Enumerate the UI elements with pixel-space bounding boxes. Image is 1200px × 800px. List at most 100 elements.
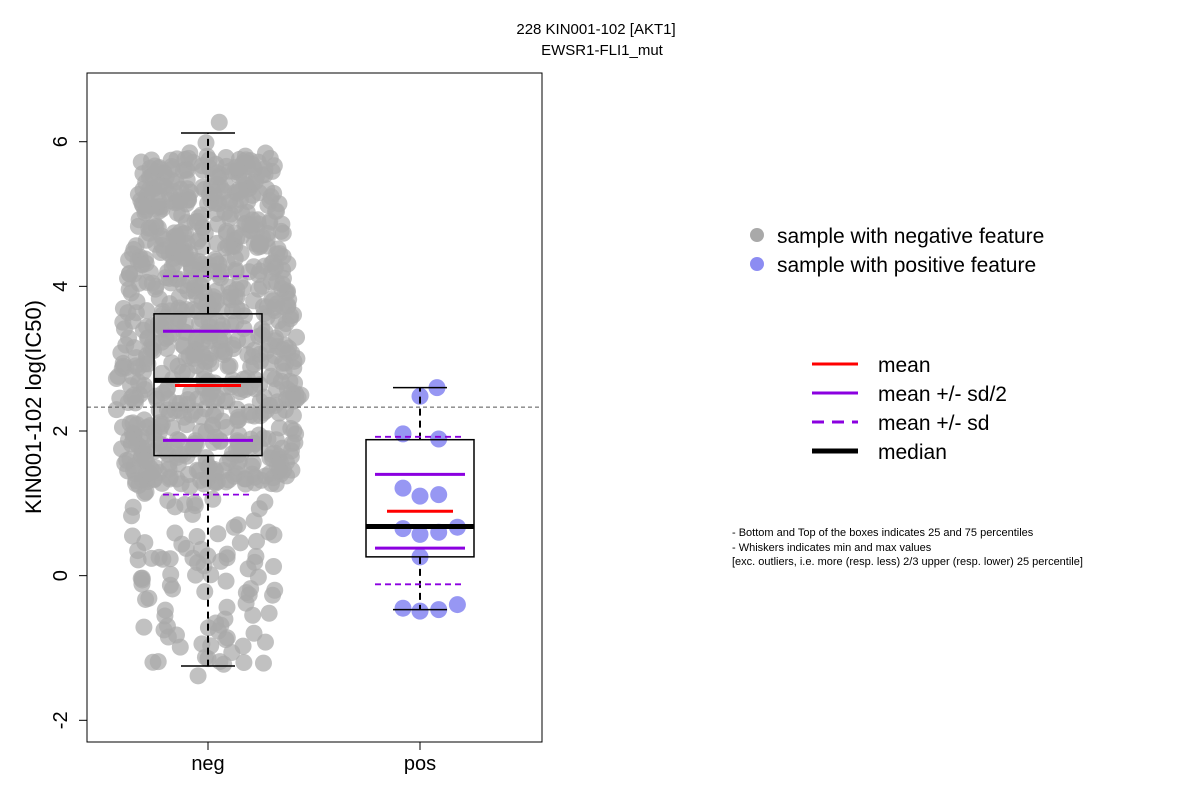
neg-point: [209, 525, 227, 543]
neg-point: [179, 465, 197, 483]
neg-point: [274, 275, 292, 293]
neg-point: [246, 173, 264, 191]
neg-point: [196, 583, 214, 601]
neg-point: [269, 240, 287, 258]
neg-point: [219, 237, 237, 255]
neg-point: [252, 234, 270, 252]
neg-point: [245, 624, 263, 642]
neg-point: [129, 373, 147, 391]
neg-point: [202, 324, 220, 342]
neg-point: [193, 238, 211, 256]
neg-point: [183, 440, 201, 458]
neg-point: [256, 160, 274, 178]
note-line-3: [exc. outliers, i.e. more (resp. less) 2…: [732, 556, 1083, 568]
neg-point: [140, 224, 158, 242]
neg-point: [147, 387, 165, 405]
neg-point: [227, 261, 245, 279]
neg-point: [209, 622, 227, 640]
neg-point: [221, 209, 239, 227]
neg-point: [171, 223, 189, 241]
legend-mean-label: mean: [878, 354, 931, 377]
neg-point: [153, 333, 171, 351]
neg-point: [255, 429, 273, 447]
neg-point: [115, 320, 133, 338]
neg-point: [279, 255, 297, 273]
neg-point: [286, 374, 304, 392]
neg-point: [161, 576, 179, 594]
neg-point: [146, 157, 164, 175]
neg-point: [245, 512, 263, 530]
neg-point: [262, 367, 280, 385]
neg-point: [173, 364, 191, 382]
neg-point: [150, 290, 168, 308]
neg-point: [231, 383, 249, 401]
neg-point: [255, 388, 273, 406]
neg-point: [212, 552, 230, 570]
neg-point: [180, 272, 198, 290]
neg-point: [222, 284, 240, 302]
neg-point: [186, 494, 204, 512]
neg-point: [215, 655, 233, 673]
boxes-layer: [153, 132, 475, 667]
neg-point: [244, 606, 262, 624]
neg-point: [179, 391, 197, 409]
legend-pos-marker: [750, 257, 764, 271]
neg-point: [107, 370, 125, 388]
neg-point: [168, 204, 186, 222]
neg-point: [261, 354, 279, 372]
pos-point: [411, 487, 429, 505]
note-line-2: - Whiskers indicates min and max values: [732, 542, 932, 554]
neg-point: [133, 569, 151, 587]
neg-point: [225, 518, 243, 536]
neg-point: [127, 475, 145, 493]
neg-point: [207, 252, 225, 270]
neg-point: [250, 327, 268, 345]
neg-point: [253, 277, 271, 295]
neg-point: [265, 526, 283, 544]
pos-point: [394, 479, 412, 497]
neg-point: [234, 637, 252, 655]
neg-point: [245, 355, 263, 373]
neg-point: [198, 470, 216, 488]
neg-point: [177, 416, 195, 434]
neg-point: [204, 490, 222, 508]
neg-point: [227, 158, 245, 176]
pos-point: [394, 425, 412, 443]
neg-point: [248, 532, 266, 550]
pos-point: [411, 525, 429, 543]
neg-point: [262, 475, 280, 493]
neg-point: [285, 352, 303, 370]
neg-point: [162, 274, 180, 292]
neg-point: [121, 415, 139, 433]
neg-point: [265, 557, 283, 575]
neg-point: [193, 635, 211, 653]
neg-point: [229, 408, 247, 426]
neg-point: [268, 457, 286, 475]
neg-point: [188, 212, 206, 230]
neg-point: [130, 211, 148, 229]
neg-point: [289, 389, 307, 407]
neg-point: [197, 134, 215, 152]
pos-point: [411, 602, 429, 620]
neg-point: [273, 439, 291, 457]
neg-point: [134, 197, 152, 215]
neg-point: [165, 183, 183, 201]
neg-point: [235, 654, 253, 672]
neg-point: [166, 498, 184, 516]
neg-point: [150, 548, 168, 566]
neg-point: [243, 216, 261, 234]
x-tick-label: neg: [191, 753, 224, 775]
note-line-1: - Bottom and Top of the boxes indicates …: [732, 527, 1034, 539]
neg-point: [226, 224, 244, 242]
legend-sd-label: mean +/- sd: [878, 412, 989, 435]
neg-point: [210, 113, 228, 131]
points-layer: [107, 113, 466, 685]
neg-point: [161, 468, 179, 486]
neg-point: [140, 589, 158, 607]
neg-point: [128, 293, 146, 311]
neg-point: [254, 654, 272, 672]
neg-point: [243, 186, 261, 204]
neg-point: [151, 414, 169, 432]
neg-point: [203, 417, 221, 435]
neg-point: [284, 407, 302, 425]
